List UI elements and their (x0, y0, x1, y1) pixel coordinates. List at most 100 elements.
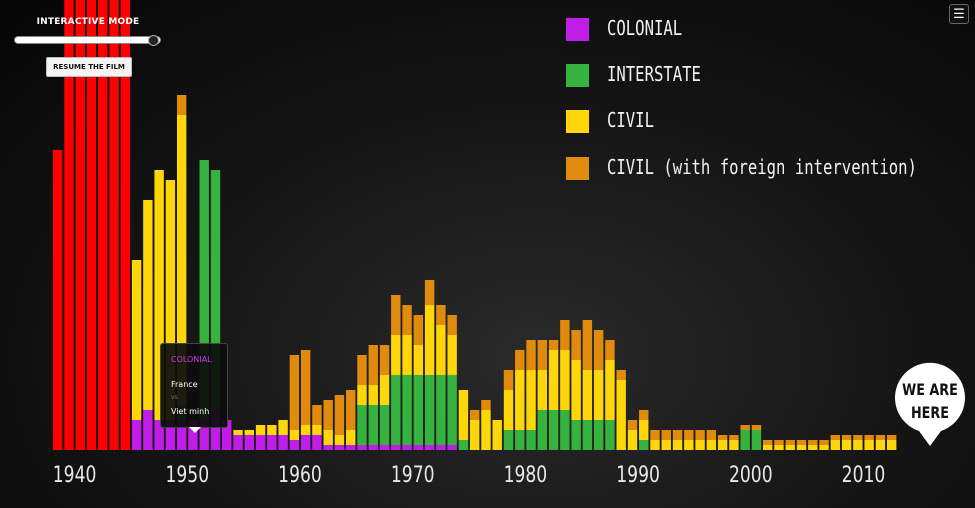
bar-segment[interactable] (774, 440, 784, 445)
bar-segment[interactable] (515, 350, 525, 370)
bar-segment[interactable] (436, 325, 446, 375)
bar-segment[interactable] (357, 405, 367, 445)
bar-segment[interactable] (346, 445, 356, 450)
bar-segment[interactable] (368, 385, 378, 405)
bar-segment[interactable] (875, 435, 886, 440)
bar-segment[interactable] (729, 435, 739, 440)
bar-segment[interactable] (819, 445, 829, 450)
bar-segment[interactable] (165, 180, 176, 420)
bar-segment[interactable] (312, 425, 322, 435)
bar-segment[interactable] (379, 345, 390, 375)
bar-segment[interactable] (143, 410, 153, 450)
bar-segment[interactable] (165, 420, 176, 450)
bar-segment[interactable] (379, 405, 390, 445)
bar-segment[interactable] (346, 430, 356, 445)
bar-segment[interactable] (864, 440, 874, 450)
bar-segment[interactable] (808, 440, 818, 445)
bar-segment[interactable] (188, 420, 198, 450)
bar-segment[interactable] (605, 340, 615, 360)
bar-segment[interactable] (503, 370, 514, 390)
bar-segment[interactable] (289, 355, 300, 430)
bar-segment[interactable] (233, 430, 243, 435)
bar-segment[interactable] (402, 335, 412, 375)
bar-segment[interactable] (413, 445, 424, 450)
bar-segment[interactable] (695, 440, 705, 450)
bar-segment[interactable] (131, 420, 142, 450)
bar-segment[interactable] (672, 430, 683, 440)
bar-segment[interactable] (886, 435, 897, 440)
bar-segment[interactable] (267, 435, 277, 450)
bar-segment[interactable] (402, 305, 412, 335)
bar-segment[interactable] (706, 430, 717, 440)
bar-segment[interactable] (616, 370, 626, 380)
bar-segment[interactable] (424, 305, 435, 375)
bar-segment[interactable] (210, 170, 221, 410)
bar-segment[interactable] (447, 315, 457, 335)
bar-segment[interactable] (763, 445, 773, 450)
bar-segment[interactable] (255, 425, 266, 435)
bar-segment[interactable] (537, 340, 548, 370)
bar-segment[interactable] (537, 410, 548, 450)
bar-segment[interactable] (740, 430, 750, 450)
bar-segment[interactable] (548, 350, 559, 410)
bar-segment[interactable] (413, 315, 424, 345)
bar-segment[interactable] (300, 350, 311, 425)
bar-segment[interactable] (312, 405, 322, 425)
bar-segment[interactable] (312, 435, 322, 450)
bar-segment[interactable] (447, 445, 457, 450)
bar-segment[interactable] (199, 420, 209, 450)
bar-segment[interactable] (424, 280, 435, 305)
bar-segment[interactable] (706, 440, 717, 450)
bar-segment[interactable] (503, 430, 514, 450)
bar-segment[interactable] (582, 370, 593, 420)
bar-segment[interactable] (526, 430, 536, 450)
bar-segment[interactable] (593, 330, 604, 370)
bar-segment[interactable] (154, 420, 164, 450)
bar-segment[interactable] (492, 420, 502, 450)
bar-segment[interactable] (526, 370, 536, 430)
bar-segment[interactable] (481, 410, 491, 450)
bar-segment[interactable] (481, 400, 491, 410)
bar-segment[interactable] (717, 435, 728, 440)
bar-segment[interactable] (469, 410, 480, 420)
bar-segment[interactable] (639, 440, 649, 450)
bar-segment[interactable] (526, 340, 536, 370)
bar-segment[interactable] (571, 420, 581, 450)
bar-segment[interactable] (334, 395, 345, 435)
bar-segment[interactable] (537, 370, 548, 410)
bar-segment[interactable] (413, 375, 424, 445)
bar-segment[interactable] (391, 295, 401, 335)
bar-segment[interactable] (300, 435, 311, 450)
bar-segment[interactable] (639, 410, 649, 420)
bar-segment[interactable] (334, 445, 345, 450)
bar-segment[interactable] (593, 420, 604, 450)
bar-segment[interactable] (684, 440, 694, 450)
we-are-here-marker[interactable]: WE ARE HERE (894, 362, 965, 446)
bar-segment[interactable] (402, 445, 412, 450)
bar-segment[interactable] (244, 435, 254, 450)
bar-segment[interactable] (447, 335, 457, 375)
bar-segment[interactable] (86, 0, 97, 450)
bar-segment[interactable] (830, 435, 841, 440)
bar-segment[interactable] (323, 445, 333, 450)
bar-segment[interactable] (458, 390, 469, 440)
bar-segment[interactable] (695, 430, 705, 440)
bar-segment[interactable] (796, 440, 807, 445)
bar-segment[interactable] (639, 420, 649, 440)
slider-handle[interactable] (147, 35, 159, 46)
bar-segment[interactable] (729, 440, 739, 450)
bar-segment[interactable] (808, 445, 818, 450)
bar-segment[interactable] (796, 445, 807, 450)
bar-segment[interactable] (605, 420, 615, 450)
bar-segment[interactable] (64, 0, 74, 450)
bar-segment[interactable] (413, 345, 424, 375)
bar-segment[interactable] (627, 420, 638, 430)
bar-segment[interactable] (740, 425, 750, 430)
bar-segment[interactable] (98, 0, 108, 450)
bar-segment[interactable] (143, 200, 153, 410)
bar-segment[interactable] (120, 0, 131, 450)
bar-segment[interactable] (751, 430, 762, 450)
bar-segment[interactable] (368, 405, 378, 445)
bar-segment[interactable] (368, 345, 378, 385)
bar-segment[interactable] (571, 330, 581, 360)
